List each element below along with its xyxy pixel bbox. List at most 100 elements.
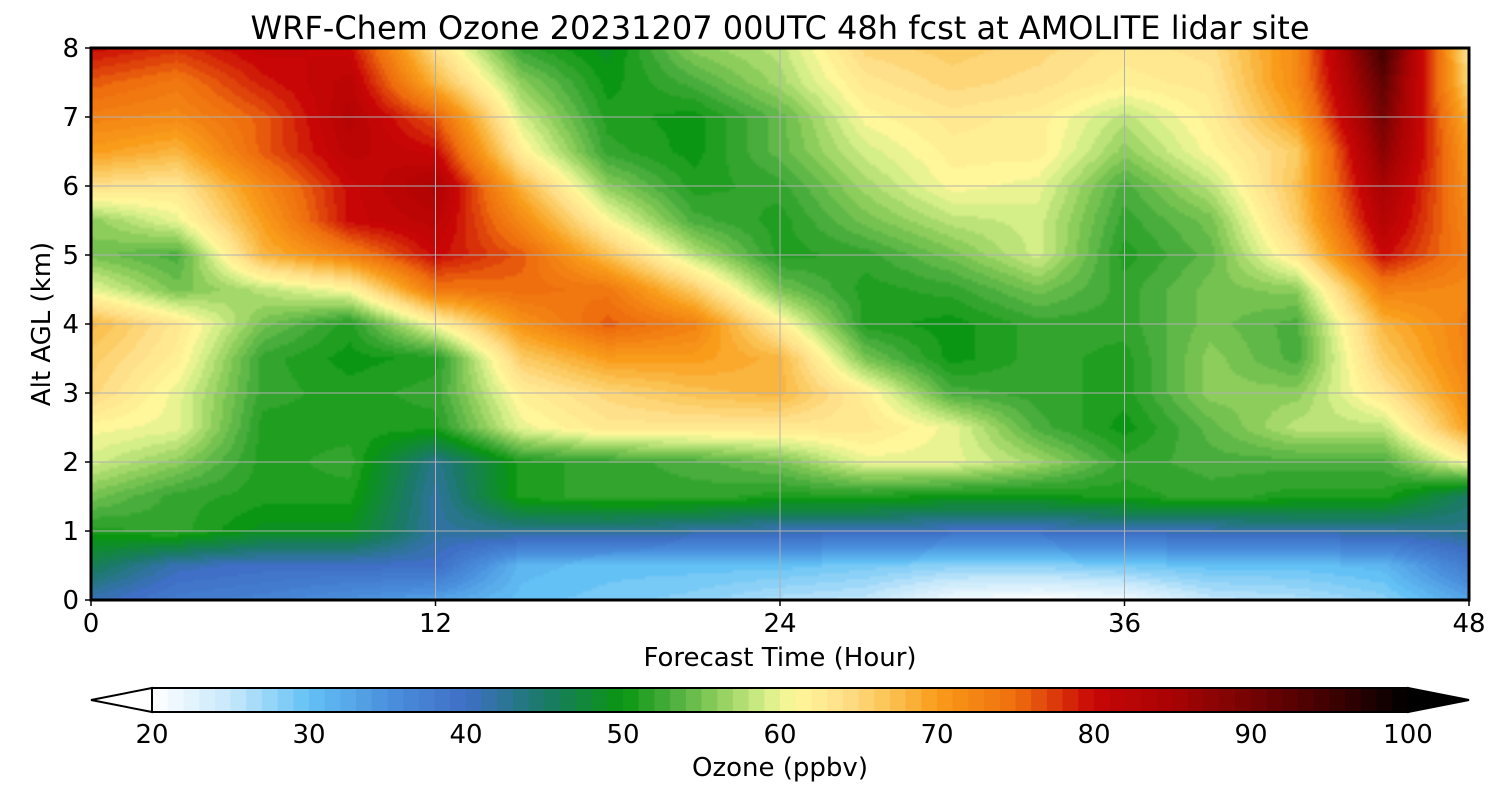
colorbar-cell	[481, 688, 498, 712]
colorbar-cell	[811, 688, 828, 712]
colorbar-tick-label: 90	[1234, 720, 1267, 750]
colorbar-cell	[1188, 688, 1205, 712]
colorbar-max-extension	[1407, 686, 1470, 714]
colorbar-cell	[717, 688, 734, 712]
colorbar-cell	[528, 688, 546, 712]
colorbar-cell	[968, 688, 985, 712]
colorbar-frame	[151, 687, 1409, 713]
colorbar-cell	[199, 688, 216, 712]
colorbar-cell	[513, 688, 530, 712]
colorbar-cell	[277, 688, 294, 712]
colorbar-cell	[827, 688, 844, 712]
colorbar-cell	[1141, 688, 1158, 712]
colorbar-cell	[654, 688, 671, 712]
colorbar-tick-label: 80	[1077, 720, 1110, 750]
x-tick-label: 0	[83, 609, 100, 639]
colorbar-cell	[1046, 688, 1064, 712]
colorbar-cell	[1298, 688, 1315, 712]
colorbar-cell	[1251, 688, 1268, 712]
y-tick-label: 8	[62, 34, 79, 64]
colorbar-cell	[418, 688, 436, 712]
colorbar-cell	[670, 688, 687, 712]
colorbar-cell	[466, 688, 483, 712]
colorbar-tick-label: 100	[1383, 720, 1433, 750]
colorbar-cell	[450, 688, 467, 712]
colorbar-tick-label: 60	[763, 720, 796, 750]
colorbar-cell	[1109, 688, 1126, 712]
colorbar-cell	[309, 688, 326, 712]
y-axis-label: Alt AGL (km)	[27, 242, 57, 406]
colorbar-cell	[952, 688, 969, 712]
colorbar-min-extension	[90, 686, 153, 714]
colorbar-cell	[152, 688, 169, 712]
colorbar-cell	[1062, 688, 1079, 712]
y-axis: 0 1 2 3 4 5 6 7 8	[62, 34, 91, 616]
colorbar-cell	[984, 688, 1001, 712]
y-tick-label: 4	[62, 310, 79, 340]
colorbar-cells	[152, 688, 1409, 712]
colorbar-cell	[230, 688, 247, 712]
colorbar-cell	[1125, 688, 1142, 712]
colorbar-cell	[1392, 688, 1409, 712]
y-tick-label: 5	[62, 241, 79, 271]
colorbar-cell	[575, 688, 593, 712]
colorbar-cell	[858, 688, 875, 712]
colorbar-tick-label: 30	[292, 720, 325, 750]
chart-title: WRF-Chem Ozone 20231207 00UTC 48h fcst a…	[250, 9, 1309, 47]
colorbar-cell	[889, 688, 907, 712]
colorbar-cell	[293, 688, 310, 712]
colorbar-cell	[1172, 688, 1189, 712]
colorbar-cell	[183, 688, 200, 712]
x-tick-label: 48	[1452, 609, 1485, 639]
x-tick-label: 36	[1108, 609, 1141, 639]
y-tick-label: 1	[62, 517, 79, 547]
colorbar-cell	[1376, 688, 1393, 712]
y-tick-label: 3	[62, 379, 79, 409]
colorbar-cell	[874, 688, 891, 712]
x-axis: 0 12 24 36 48	[83, 600, 1486, 639]
x-axis-label: Forecast Time (Hour)	[643, 643, 916, 673]
colorbar-cell	[1329, 688, 1346, 712]
colorbar-cell	[685, 688, 703, 712]
colorbar-cell	[905, 688, 922, 712]
colorbar-cell	[1078, 688, 1095, 712]
colorbar-cell	[1219, 688, 1236, 712]
colorbar-cell	[1345, 688, 1362, 712]
colorbar-tick-label: 40	[449, 720, 482, 750]
colorbar-label: Ozone (ppbv)	[692, 753, 868, 783]
plot-area	[89, 46, 1471, 602]
colorbar-cell	[356, 688, 373, 712]
colorbar-cell	[1235, 688, 1252, 712]
colorbar-cell	[1266, 688, 1283, 712]
colorbar-cell	[434, 688, 451, 712]
colorbar-cell	[246, 688, 263, 712]
colorbar-cell	[701, 688, 718, 712]
colorbar-cell	[1156, 688, 1174, 712]
x-tick-label: 24	[763, 609, 796, 639]
colorbar-cell	[1203, 688, 1221, 712]
y-tick-label: 6	[62, 172, 79, 202]
colorbar-cell	[999, 688, 1017, 712]
colorbar-cell	[261, 688, 279, 712]
colorbar-cell	[937, 688, 954, 712]
colorbar-cell	[732, 688, 750, 712]
colorbar-cell	[324, 688, 341, 712]
colorbar-cell	[403, 688, 420, 712]
colorbar-cell	[1313, 688, 1331, 712]
colorbar-cell	[544, 688, 561, 712]
grid-lines	[91, 48, 1469, 600]
colorbar: 20 30 40 50 60 70 80 90 100 Ozone (ppbv)	[90, 686, 1470, 783]
colorbar-cell	[167, 688, 184, 712]
colorbar-cell	[1282, 688, 1299, 712]
y-tick-label: 2	[62, 448, 79, 478]
colorbar-cell	[371, 688, 389, 712]
colorbar-tick-label: 20	[135, 720, 168, 750]
colorbar-cell	[921, 688, 938, 712]
colorbar-cell	[638, 688, 655, 712]
colorbar-tick-label: 70	[920, 720, 953, 750]
colorbar-cell	[607, 688, 624, 712]
colorbar-cell	[795, 688, 812, 712]
colorbar-cell	[748, 688, 765, 712]
colorbar-cell	[560, 688, 577, 712]
